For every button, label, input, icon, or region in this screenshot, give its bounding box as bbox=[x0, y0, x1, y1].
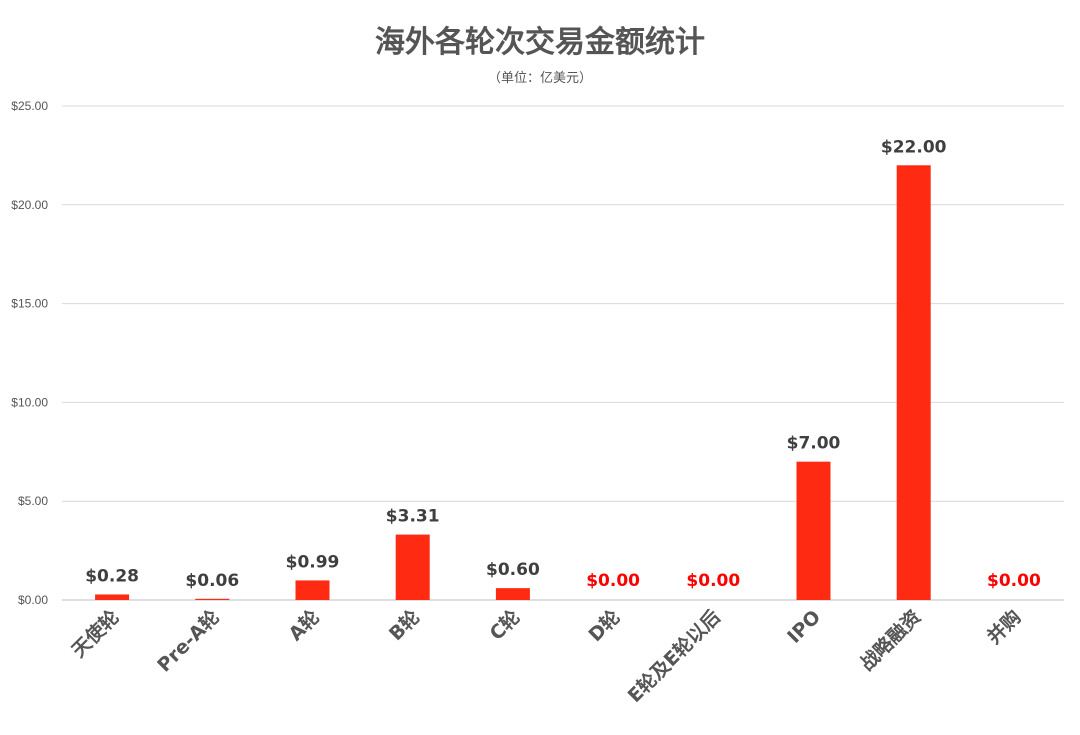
chart-subtitle: （单位：亿美元） bbox=[488, 71, 592, 86]
bar bbox=[796, 461, 831, 600]
x-tick-label: IPO bbox=[783, 606, 825, 648]
bar bbox=[495, 588, 530, 600]
x-tick-label: E轮及E轮以后 bbox=[623, 605, 725, 707]
x-tick-label: 并购 bbox=[982, 605, 1025, 648]
x-tick-label: 战略融资 bbox=[855, 605, 925, 675]
data-label: $0.00 bbox=[686, 571, 740, 591]
y-tick-label: $10.00 bbox=[11, 395, 48, 409]
bar bbox=[395, 534, 430, 600]
bar bbox=[95, 594, 130, 600]
data-label: $0.99 bbox=[286, 552, 340, 572]
bar bbox=[295, 580, 330, 600]
data-label: $0.60 bbox=[486, 560, 540, 580]
bar bbox=[195, 598, 230, 600]
data-label: $3.31 bbox=[386, 507, 440, 527]
x-tick-label: C轮 bbox=[485, 605, 525, 645]
y-tick-label: $20.00 bbox=[11, 198, 48, 212]
data-labels: $0.28 $0.06 $0.99 $3.31 $0.60 $0.00 $0.00 $7.00… bbox=[85, 137, 1041, 591]
data-label: $22.00 bbox=[881, 137, 947, 157]
data-label: $0.06 bbox=[185, 571, 239, 591]
data-label: $0.28 bbox=[85, 566, 139, 586]
y-tick-label: $5.00 bbox=[18, 494, 48, 508]
y-axis: $0.00 $5.00 $10.00 $15.00 $20.00 $25.00 bbox=[11, 99, 48, 607]
data-label: $7.00 bbox=[787, 434, 841, 454]
x-tick-label: D轮 bbox=[584, 605, 625, 646]
y-tick-label: $15.00 bbox=[11, 297, 48, 311]
bar bbox=[896, 165, 931, 600]
bars bbox=[95, 165, 931, 600]
x-axis: 天使轮 Pre-A轮 A轮 B轮 C轮 D轮 E轮及E轮以后 IPO 战略融资 并购 bbox=[67, 605, 1025, 707]
x-tick-label: 天使轮 bbox=[67, 605, 124, 662]
x-tick-label: A轮 bbox=[284, 605, 324, 645]
y-tick-label: $0.00 bbox=[18, 593, 48, 607]
chart-title: 海外各轮次交易金额统计 bbox=[375, 25, 705, 60]
y-tick-label: $25.00 bbox=[11, 99, 48, 113]
x-tick-label: B轮 bbox=[384, 605, 424, 645]
data-label: $0.00 bbox=[987, 571, 1041, 591]
data-label: $0.00 bbox=[586, 571, 640, 591]
x-tick-label: Pre-A轮 bbox=[153, 605, 224, 676]
